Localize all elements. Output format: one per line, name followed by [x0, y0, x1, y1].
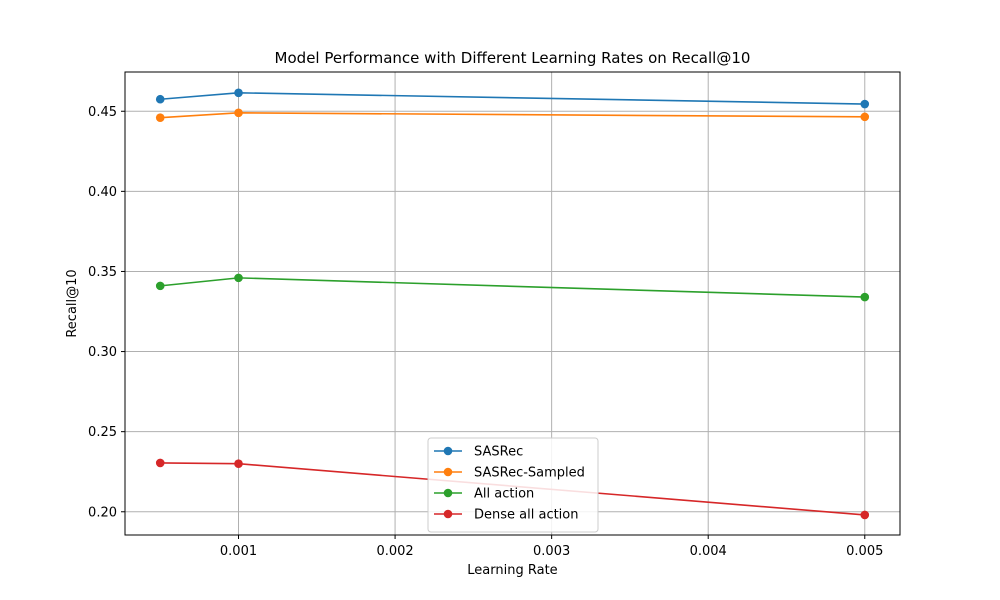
- legend-label-dense-all-action: Dense all action: [474, 508, 579, 523]
- y-axis-label: Recall@10: [65, 269, 80, 337]
- legend-box: [427, 437, 599, 533]
- series-line-sasrec: [160, 92, 865, 105]
- legend-marker-sasrec: [443, 446, 453, 456]
- data-point-all-action: [860, 292, 870, 302]
- legend-label-sasrec-sampled: SASRec-Sampled: [474, 466, 585, 481]
- plot-frame: [124, 71, 901, 536]
- x-tick-label: 0.003: [533, 544, 570, 559]
- x-axis-label: Learning Rate: [467, 563, 557, 578]
- y-tick-label: 0.40: [88, 185, 117, 200]
- legend-label-sasrec: SASRec: [474, 445, 523, 460]
- data-point-all-action: [155, 281, 165, 291]
- x-tick-label: 0.001: [220, 544, 257, 559]
- legend-marker-dense-all-action: [443, 509, 453, 519]
- y-tick-label: 0.35: [88, 265, 117, 280]
- x-tick-label: 0.002: [376, 544, 413, 559]
- data-point-sasrec-sampled: [234, 108, 243, 118]
- series-line-sasrec-sampled: [160, 112, 865, 119]
- series-layer: [155, 88, 870, 520]
- x-tick-label: 0.005: [846, 544, 883, 559]
- y-tick-label: 0.45: [88, 105, 117, 120]
- y-tick-label: 0.20: [88, 505, 117, 520]
- data-point-sasrec: [860, 99, 870, 109]
- y-tick-label: 0.25: [88, 425, 117, 440]
- y-tick-label: 0.30: [88, 345, 117, 360]
- data-point-sasrec-sampled: [860, 112, 870, 122]
- data-point-sasrec: [234, 88, 243, 98]
- data-point-sasrec: [155, 94, 165, 104]
- legend-label-all-action: All action: [474, 487, 534, 502]
- data-point-dense-all-action: [860, 510, 870, 520]
- data-point-dense-all-action: [155, 458, 165, 468]
- x-tick-label: 0.004: [690, 544, 727, 559]
- legend-marker-sasrec-sampled: [443, 467, 453, 477]
- data-point-dense-all-action: [234, 459, 243, 469]
- series-line-all-action: [160, 277, 865, 298]
- ticks: 0.001 0.002 0.003 0.004 0.005 0.20 0.25 0.30 0.3…: [88, 105, 883, 559]
- data-point-sasrec-sampled: [155, 113, 165, 122]
- legend-marker-all-action: [443, 488, 453, 498]
- data-point-all-action: [234, 273, 243, 283]
- legend: SASRec SASRec-Sampled All action Dense all …: [427, 437, 599, 533]
- chart-title: Model Performance with Different Learnin…: [275, 49, 751, 67]
